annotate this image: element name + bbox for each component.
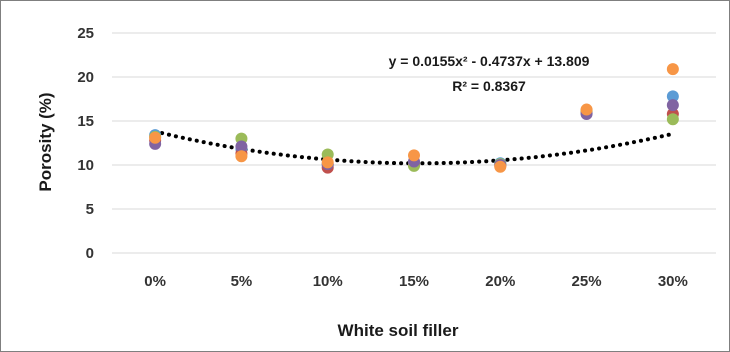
data-point [666,90,679,103]
x-tick-label: 0% [144,273,166,290]
data-point [580,103,593,116]
data-point [666,99,679,112]
y-tick-label: 25 [77,25,94,42]
x-tick-label: 10% [313,273,343,290]
y-tick-label: 10 [77,157,94,174]
y-axis-title: Porosity (%) [36,92,55,191]
data-point [149,131,162,144]
y-tick-label: 20 [77,69,94,86]
data-point [408,149,420,162]
data-point [235,140,248,153]
x-axis-title: White soil filler [338,321,459,340]
data-point [494,160,507,173]
y-tick-label: 15 [77,113,94,130]
x-tick-label: 15% [399,273,429,290]
x-tick-label: 20% [485,273,515,290]
data-point [666,63,679,76]
data-point [666,113,679,126]
x-tick-label: 5% [231,273,253,290]
data-point [235,150,248,163]
y-tick-labels: 0 5 10 15 20 25 [77,25,94,262]
data-points [149,63,679,174]
y-tick-label: 0 [86,245,94,262]
data-point [321,156,334,169]
x-tick-labels: 0% 5% 10% 15% 20% 25% 30% [144,273,688,290]
trendline-r2: R² = 0.8367 [452,78,526,94]
y-tick-label: 5 [86,201,94,218]
trendline-equation: y = 0.0155x² - 0.4737x + 13.809 [389,53,590,69]
x-tick-label: 25% [572,273,602,290]
x-tick-label: 30% [658,273,688,290]
